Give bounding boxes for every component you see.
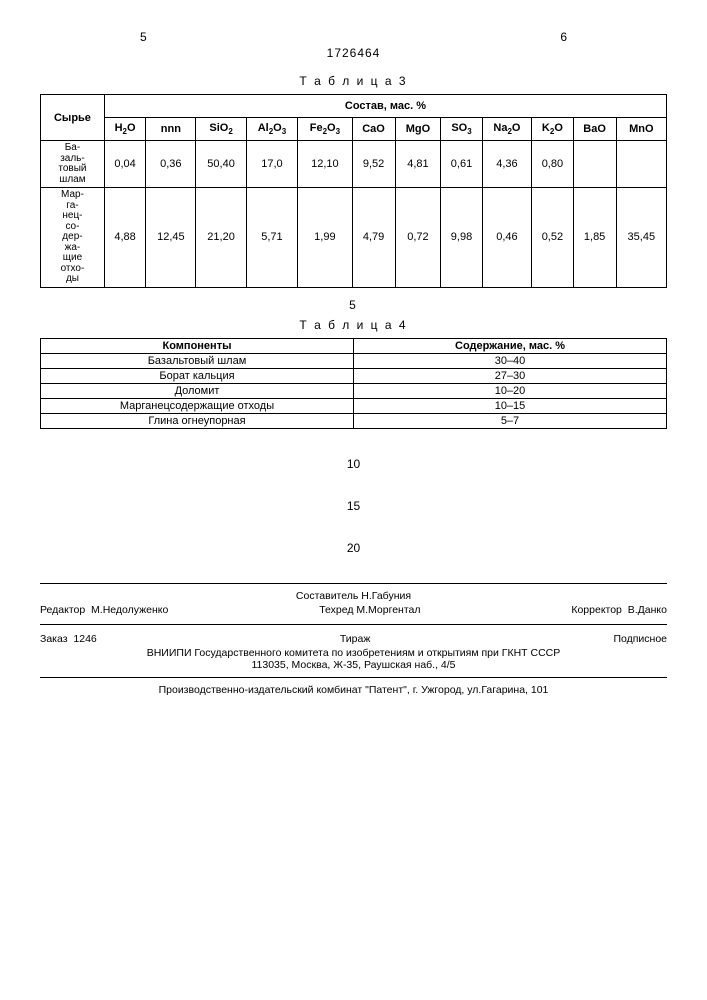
t3-col: SO3 <box>441 118 482 141</box>
line-number: 20 <box>40 541 667 555</box>
plant: Производственно-издательский комбинат "П… <box>40 684 667 696</box>
t3-cell: 0,80 <box>532 141 573 188</box>
t3-cell: 4,36 <box>482 141 532 188</box>
header-row: 5 6 <box>40 30 667 44</box>
t3-cell: 12,10 <box>298 141 352 188</box>
doc-number: 1726464 <box>40 46 667 60</box>
table4: Компоненты Содержание, мас. % Базальтовы… <box>40 338 667 429</box>
t3-col: Fe2O3 <box>298 118 352 141</box>
t4-cell: 10–20 <box>354 383 667 398</box>
t3-cell: 0,36 <box>146 141 196 188</box>
t4-col1: Компоненты <box>41 338 354 353</box>
t3-col: K2O <box>532 118 573 141</box>
t4-cell: Марганецсодержащие отходы <box>41 398 354 413</box>
t3-col: H2O <box>104 118 145 141</box>
t4-cell: 10–15 <box>354 398 667 413</box>
t3-cell: 0,72 <box>395 188 441 288</box>
table3-label: Т а б л и ц а 3 <box>40 74 667 88</box>
t4-cell: Глина огнеупорная <box>41 413 354 428</box>
t3-cell: 4,79 <box>352 188 395 288</box>
addr: 113035, Москва, Ж-35, Раушская наб., 4/5 <box>40 659 667 671</box>
t3-col: CaO <box>352 118 395 141</box>
t3-sostav-header: Состав, мас. % <box>104 95 666 118</box>
t3-cell: 0,61 <box>441 141 482 188</box>
t3-col: nnn <box>146 118 196 141</box>
t3-col: BaO <box>573 118 616 141</box>
t4-cell: Базальтовый шлам <box>41 353 354 368</box>
t3-cell: 0,46 <box>482 188 532 288</box>
t3-cell: 0,52 <box>532 188 573 288</box>
t4-col2: Содержание, мас. % <box>354 338 667 353</box>
t3-col: SiO2 <box>196 118 246 141</box>
t3-cell: 50,40 <box>196 141 246 188</box>
t3-cell: 4,81 <box>395 141 441 188</box>
t3-cell: 9,52 <box>352 141 395 188</box>
t3-cell: 21,20 <box>196 188 246 288</box>
t3-col: Al2O3 <box>246 118 298 141</box>
t3-cell: 1,85 <box>573 188 616 288</box>
t3-col: Na2O <box>482 118 532 141</box>
t3-col: MgO <box>395 118 441 141</box>
t3-cell: 17,0 <box>246 141 298 188</box>
t4-cell: 27–30 <box>354 368 667 383</box>
t3-rowname: Ба-заль-товыйшлам <box>41 141 105 188</box>
t3-cell: 5,71 <box>246 188 298 288</box>
t3-cell: 0,04 <box>104 141 145 188</box>
line-number: 10 <box>40 457 667 471</box>
t3-raw-header: Сырье <box>41 95 105 141</box>
t3-cell <box>616 141 666 188</box>
t3-rowname: Мар-га-нец-со-дер-жа-щиеотхо-ды <box>41 188 105 288</box>
table4-label: Т а б л и ц а 4 <box>40 318 667 332</box>
t4-cell: 30–40 <box>354 353 667 368</box>
table3: Сырье Состав, мас. % H2OnnnSiO2Al2O3Fe2O… <box>40 94 667 288</box>
t4-cell: Борат кальция <box>41 368 354 383</box>
t3-cell: 35,45 <box>616 188 666 288</box>
t3-cell: 12,45 <box>146 188 196 288</box>
mid-5: 5 <box>40 298 667 312</box>
t3-cell <box>573 141 616 188</box>
t3-cell: 4,88 <box>104 188 145 288</box>
line-numbers: 10 15 20 <box>40 457 667 555</box>
t3-col: MnO <box>616 118 666 141</box>
t3-cell: 1,99 <box>298 188 352 288</box>
t3-cell: 9,98 <box>441 188 482 288</box>
line-number: 15 <box>40 499 667 513</box>
sostavitel: Составитель Н.Габуния <box>40 590 667 602</box>
org: ВНИИПИ Государственного комитета по изоб… <box>40 647 667 659</box>
footer: Составитель Н.Габуния Редактор М.Недолуж… <box>40 590 667 696</box>
page-right: 6 <box>560 30 567 44</box>
page-left: 5 <box>140 30 147 44</box>
t4-cell: Доломит <box>41 383 354 398</box>
t4-cell: 5–7 <box>354 413 667 428</box>
